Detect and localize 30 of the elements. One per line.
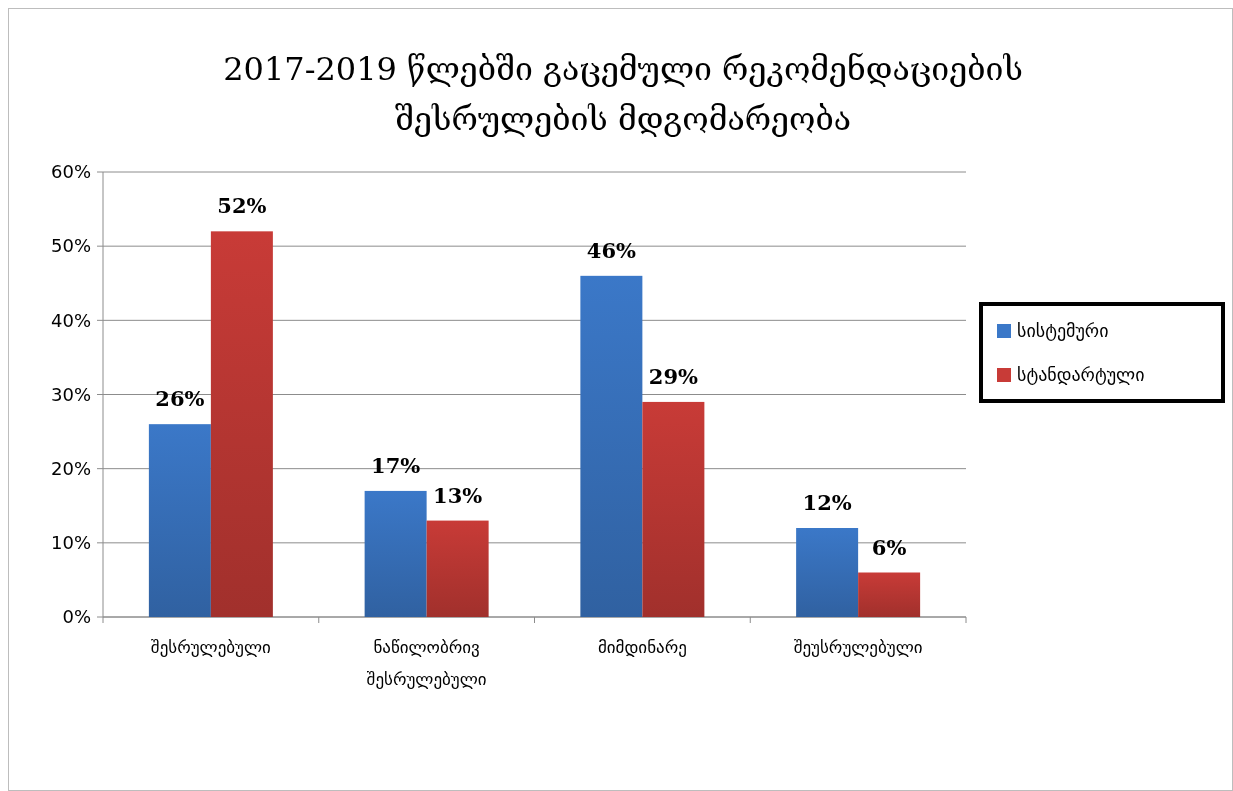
x-tick-label: ნაწილობრივ შესრულებული xyxy=(366,637,487,689)
bar xyxy=(364,490,427,617)
bar xyxy=(210,231,273,617)
y-tick-label: 40% xyxy=(50,309,91,331)
y-tick-label: 60% xyxy=(50,161,91,183)
data-label: 17% xyxy=(371,452,421,478)
bar xyxy=(426,520,489,617)
bar xyxy=(580,275,643,617)
bar xyxy=(148,424,211,617)
legend-label: სტანდარტული xyxy=(1017,364,1145,386)
chart-title: 2017-2019 წლებში გაცემული რეკომენდაციების შესრულების მდგომარეობა xyxy=(223,50,1023,138)
data-label: 29% xyxy=(648,363,698,389)
y-tick-label: 10% xyxy=(50,532,91,554)
data-label: 13% xyxy=(433,482,483,508)
data-label: 6% xyxy=(871,534,907,560)
x-tick-label: მიმდინარე xyxy=(597,637,687,657)
data-label: 26% xyxy=(155,386,205,412)
legend-label: სისტემური xyxy=(1017,320,1109,342)
y-tick-label: 30% xyxy=(50,383,91,405)
bar xyxy=(858,572,921,617)
y-tick-label: 0% xyxy=(62,606,91,628)
data-label: 46% xyxy=(586,237,636,263)
data-label: 12% xyxy=(802,490,852,515)
bar xyxy=(796,528,859,617)
x-tick-label: შესრულებული xyxy=(150,637,271,657)
x-tick-label: შეუსრულებული xyxy=(793,637,923,657)
y-tick-label: 20% xyxy=(50,457,91,479)
data-label: 52% xyxy=(217,193,267,219)
bar xyxy=(642,401,705,617)
y-tick-label: 50% xyxy=(50,235,91,257)
